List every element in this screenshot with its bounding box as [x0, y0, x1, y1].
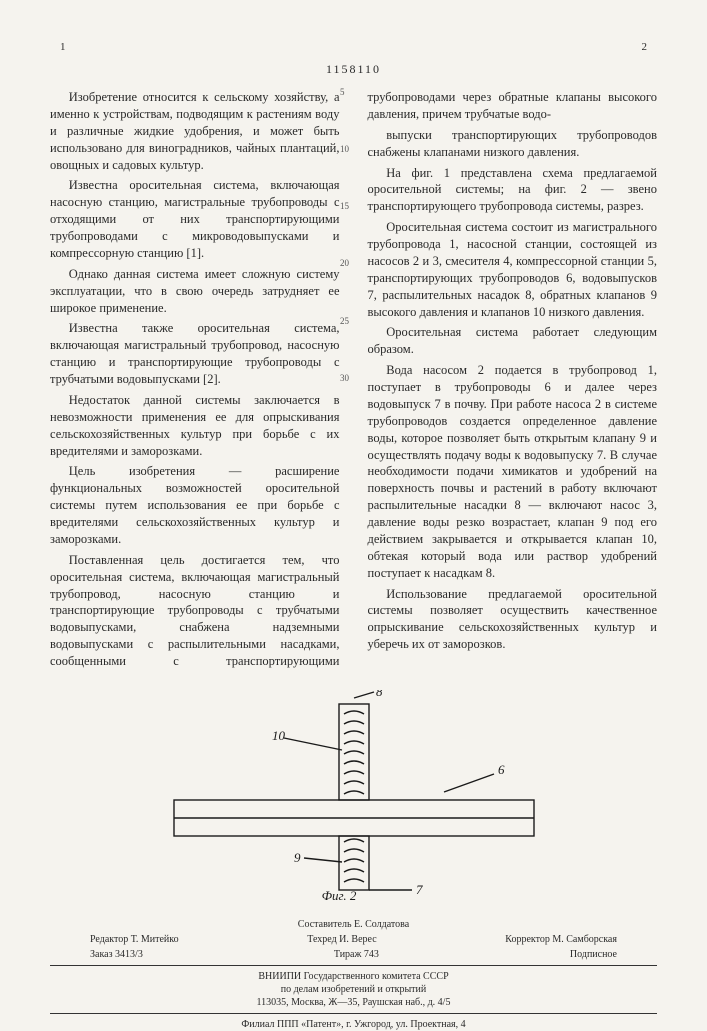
paragraph: На фиг. 1 представлена схема предлагаемо… [368, 165, 658, 216]
paragraph: Недостаток данной системы заключается в … [50, 392, 340, 460]
page-number-right: 2 [642, 40, 648, 55]
tech-credit: Техред И. Верес [307, 933, 376, 946]
figure-label: 10 [272, 728, 286, 743]
figure-caption: Фиг. 2 [321, 888, 356, 900]
order-number: Заказ 3413/3 [90, 948, 143, 961]
document-number: 1158110 [50, 61, 657, 77]
subscription: Подписное [570, 948, 617, 961]
body-columns: Изобретение относится к сельскому хозяйс… [50, 89, 657, 670]
figure-2-diagram: 8 10 9 6 7 Фиг. 2 [144, 690, 564, 900]
paragraph: Цель изобретения — расширение функционал… [50, 463, 340, 547]
org-line: по делам изобретений и открытий [50, 983, 657, 996]
paragraph: выпуски транспортирующих трубопроводов с… [368, 127, 658, 161]
paragraph: Оросительная система состоит из магистра… [368, 219, 658, 320]
compiler-line: Составитель Е. Солдатова [50, 918, 657, 931]
figure-label: 9 [294, 850, 301, 865]
paragraph: Однако данная система имеет сложную сист… [50, 266, 340, 317]
figure-label: 8 [376, 690, 383, 699]
figure-label: 7 [416, 882, 423, 897]
paragraph: Изобретение относится к сельскому хозяйс… [50, 89, 340, 173]
address-line: Филиал ППП «Патент», г. Ужгород, ул. Про… [50, 1018, 657, 1031]
tirazh: Тираж 743 [334, 948, 379, 961]
line-number-gutter: 5 10 15 20 25 30 [340, 86, 349, 429]
figure-label: 6 [498, 762, 505, 777]
paragraph: Вода насосом 2 подается в трубопровод 1,… [368, 362, 658, 581]
address-line: 113035, Москва, Ж—35, Раушская наб., д. … [50, 996, 657, 1009]
org-line: ВНИИПИ Государственного комитета СССР [50, 970, 657, 983]
paragraph: Известна также оросительная система, вкл… [50, 320, 340, 388]
paragraph: Известна оросительная система, включающа… [50, 177, 340, 261]
line-marker: 30 [340, 372, 349, 384]
page-header: 1 2 [50, 40, 657, 55]
imprint-footer: Составитель Е. Солдатова Редактор Т. Мит… [50, 918, 657, 1031]
paragraph: Оросительная система работает следующим … [368, 324, 658, 358]
paragraph: Использование предлагаемой оросительной … [368, 586, 658, 654]
editor-credit: Редактор Т. Митейко [90, 933, 179, 946]
line-marker: 20 [340, 257, 349, 269]
line-marker: 10 [340, 143, 349, 155]
line-marker: 15 [340, 200, 349, 212]
line-marker: 25 [340, 315, 349, 327]
corrector-credit: Корректор М. Самборская [505, 933, 617, 946]
page-number-left: 1 [60, 40, 66, 55]
line-marker: 5 [340, 86, 349, 98]
